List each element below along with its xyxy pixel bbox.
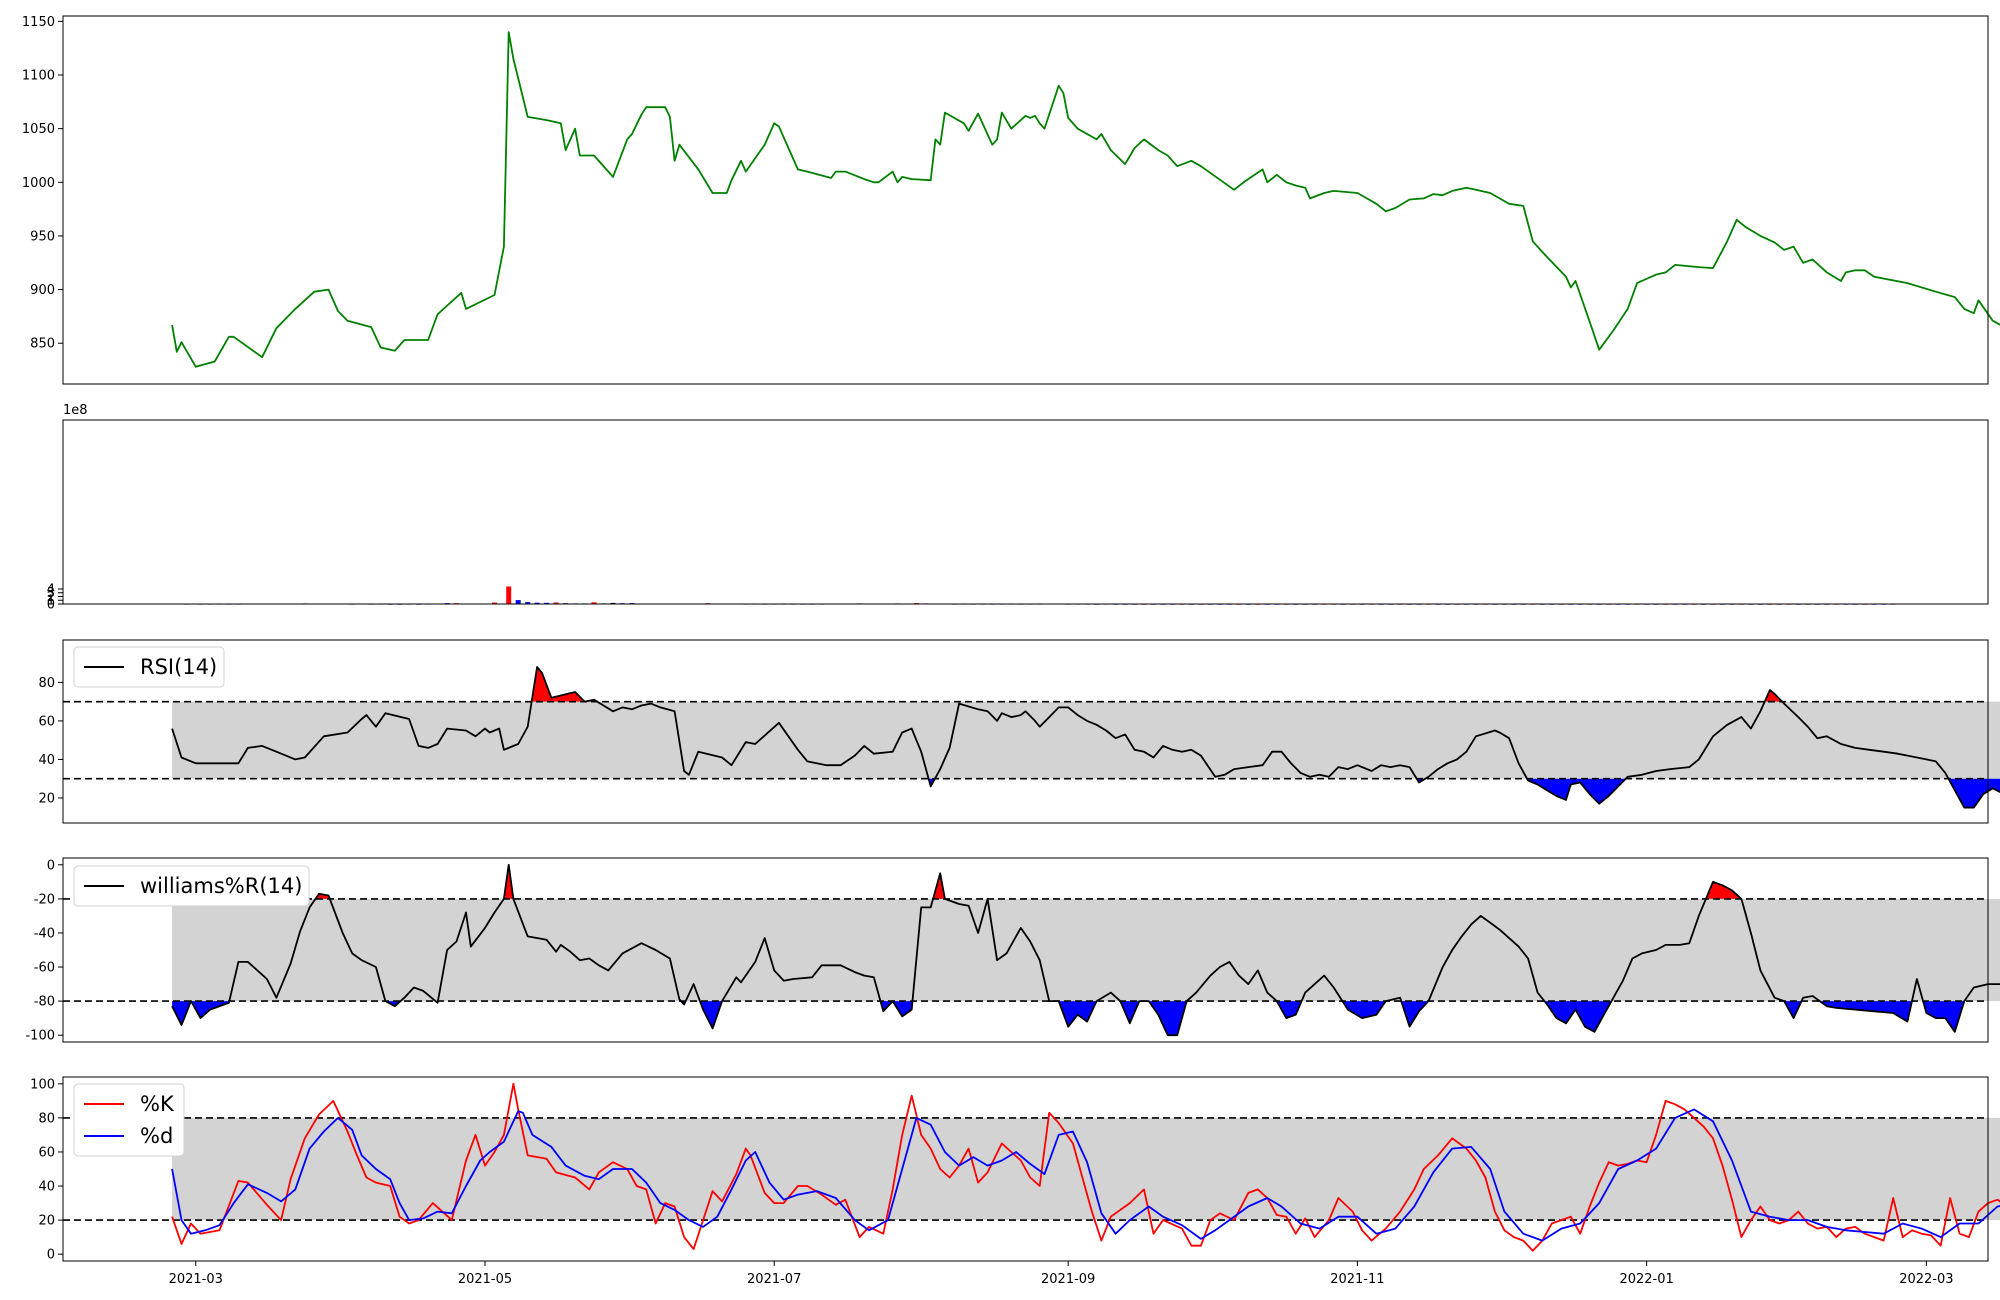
stochastic-ytick-label: 80 xyxy=(38,1111,55,1126)
price-ytick-label: 1000 xyxy=(22,176,55,191)
x-tick-label: 2021-09 xyxy=(1041,1272,1095,1287)
volume-ytick-label: 1 xyxy=(47,594,55,609)
williams-oversold-fill xyxy=(1784,1001,1802,1019)
williams-oversold-fill xyxy=(1342,1001,1386,1019)
volume-offset-label: 1e8 xyxy=(63,403,88,418)
williams-legend: williams%R(14) xyxy=(73,865,310,907)
stochastic-ytick-label: 100 xyxy=(30,1077,55,1092)
williams-ytick-label: -80 xyxy=(34,995,55,1010)
volume-bar xyxy=(492,602,497,604)
rsi-legend: RSI(14) xyxy=(73,646,225,688)
price-ytick-label: 900 xyxy=(30,283,55,298)
rsi-oversold-fill xyxy=(1948,778,2000,808)
stochastic-frame xyxy=(62,1076,1989,1262)
williams-ytick-label: -40 xyxy=(34,926,55,941)
volume-bar xyxy=(544,602,550,604)
price-ytick-label: 1150 xyxy=(22,15,55,30)
stochastic-neutral-band xyxy=(172,1117,2000,1221)
williams-frame xyxy=(62,857,1989,1043)
stochastic-ytick-label: 0 xyxy=(47,1248,55,1263)
volume-bar xyxy=(610,602,616,604)
rsi-legend-box xyxy=(73,646,225,688)
rsi-panel: 20 40 60 80 xyxy=(38,639,2000,824)
williams-oversold-fill xyxy=(1544,1001,1612,1032)
price-ytick-label: 1100 xyxy=(22,69,55,84)
williams-overbought-fill xyxy=(933,873,945,899)
williams-oversold-fill xyxy=(1923,1001,1965,1032)
x-tick-label: 2021-05 xyxy=(458,1272,512,1287)
x-tick-label: 2022-03 xyxy=(1899,1272,1953,1287)
rsi-ytick-label: 60 xyxy=(38,714,55,729)
x-tick-label: 2021-03 xyxy=(169,1272,223,1287)
volume-ytick-label: 3 xyxy=(47,586,55,601)
shared-x-axis: 2021-03 2021-05 2021-07 2021-09 2021-11 2022-… xyxy=(169,1261,1954,1287)
rsi-ytick-label: 40 xyxy=(38,753,55,768)
price-line xyxy=(171,31,2000,368)
rsi-neutral-band xyxy=(172,701,2000,779)
volume-ytick-label: 2 xyxy=(47,590,55,605)
volume-ytick-label: 4 xyxy=(47,582,55,597)
rsi-frame xyxy=(62,639,1989,824)
x-tick-label: 2021-07 xyxy=(747,1272,801,1287)
volume-bar xyxy=(525,602,531,604)
williams-ytick-label: -20 xyxy=(34,892,55,907)
rsi-oversold-fill xyxy=(1527,778,1626,804)
rsi-series-rsi-14--line xyxy=(171,666,2000,809)
stochastic-panel: 0 20 40 60 80 100 xyxy=(30,1076,2000,1263)
stochastic-legend-box xyxy=(73,1083,185,1157)
rsi-ytick-label: 20 xyxy=(38,791,55,806)
williams-oversold-fill xyxy=(699,1001,723,1029)
stochastic-ytick-label: 60 xyxy=(38,1145,55,1160)
williams-overbought-fill xyxy=(1705,881,1742,899)
stochastic-ytick-label: 40 xyxy=(38,1180,55,1195)
williams-oversold-fill xyxy=(172,1001,191,1025)
volume-bar xyxy=(591,602,597,604)
williams-ytick-label: -60 xyxy=(34,961,55,976)
volume-bar xyxy=(534,602,540,604)
price-ytick-label: 1050 xyxy=(22,122,55,137)
volume-bar xyxy=(515,600,521,604)
stochastic-legend: %K %d xyxy=(73,1083,185,1157)
williams-series-williams-r-14--line xyxy=(171,863,2000,1037)
stochastic-ytick-label: 20 xyxy=(38,1214,55,1229)
williams-legend-label: williams%R(14) xyxy=(140,874,302,898)
stochastic-series--d-line xyxy=(171,1108,2000,1242)
williams-oversold-fill xyxy=(1120,1001,1140,1024)
williams-oversold-fill xyxy=(1819,1001,1912,1022)
volume-bar xyxy=(506,586,512,604)
price-ytick-label: 850 xyxy=(30,337,55,352)
rsi-legend-label: RSI(14) xyxy=(140,655,217,679)
volume-bar xyxy=(553,602,559,604)
price-panel: 850 900 950 1000 1050 1100 1150 xyxy=(22,15,2000,385)
k-legend-label: %K xyxy=(140,1092,175,1116)
williams-oversold-fill xyxy=(892,1001,913,1017)
williams-ytick-label: -100 xyxy=(25,1029,55,1044)
price-ytick-label: 950 xyxy=(30,229,55,244)
price-frame xyxy=(62,15,1989,385)
williams-neutral-band xyxy=(172,898,2000,1002)
williams-panel: -100 -80 -60 -40 -20 0 xyxy=(25,857,2000,1044)
rsi-ytick-label: 80 xyxy=(38,676,55,691)
williams-overbought-fill xyxy=(503,864,514,899)
williams-oversold-fill xyxy=(1148,1001,1187,1036)
x-tick-label: 2021-11 xyxy=(1330,1272,1384,1287)
williams-legend-box xyxy=(73,865,310,907)
williams-ytick-label: 0 xyxy=(47,858,55,873)
volume-ytick-label: 0 xyxy=(47,598,55,613)
d-legend-label: %d xyxy=(140,1124,173,1148)
x-tick-label: 2022-01 xyxy=(1619,1272,1673,1287)
volume-frame xyxy=(62,419,1989,605)
